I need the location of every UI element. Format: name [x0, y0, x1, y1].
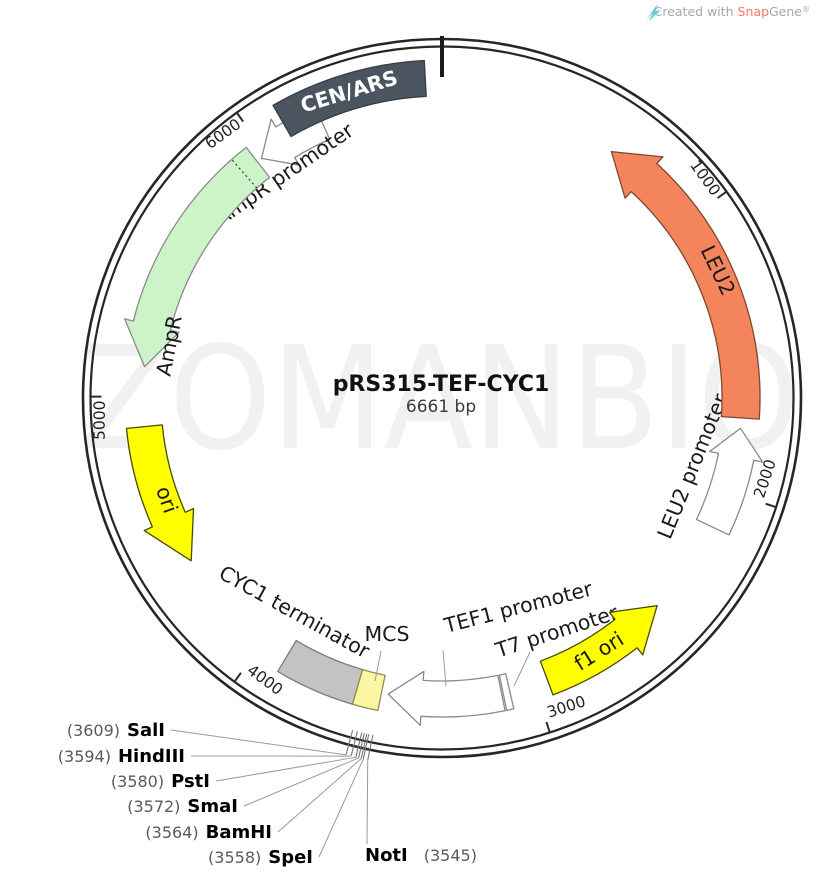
cut-site-tick-NotI — [367, 734, 374, 761]
leader-line-PstI — [215, 756, 356, 782]
tick-4000 — [233, 672, 242, 683]
feature-leu2 — [610, 150, 761, 420]
enzyme-label-BamHI: (3564) BamHI — [145, 822, 272, 843]
cut-site-tick-SalI — [345, 730, 354, 755]
feature-f1-ori — [539, 605, 658, 696]
feature-t7-promoter — [498, 673, 515, 712]
enzyme-label-SalI: (3609) SalI — [67, 720, 165, 741]
tick-2000 — [765, 502, 777, 509]
leader-line-BamHI — [277, 758, 362, 833]
tick-1000 — [717, 190, 728, 199]
feature-leu2-promoter — [695, 427, 764, 536]
enzyme-label-NotI: NotI (3545) — [365, 845, 477, 866]
tick-6000 — [235, 112, 244, 123]
feature-tef1-promoter — [387, 670, 506, 726]
feature-label-mcs: MCS — [364, 622, 409, 646]
cut-site-tick-SmaI — [358, 732, 365, 759]
credit-text: Created with SnapGene® — [654, 4, 810, 19]
feature-cyc1-terminator — [277, 639, 364, 705]
leader-line-NotI — [366, 759, 369, 845]
tick-3000 — [545, 721, 551, 733]
feature-mcs — [351, 668, 386, 712]
feature-ori — [125, 424, 195, 562]
cut-site-tick-HindIII — [350, 731, 358, 757]
enzyme-label-HindIII: (3594) HindIII — [58, 746, 185, 767]
cut-site-tick-PstI — [355, 732, 363, 758]
credit-line: Created with SnapGene® — [646, 3, 810, 21]
watermark-text: ZOMANBIO — [80, 315, 800, 482]
feature-divider-ampr — [231, 159, 258, 189]
plasmid-size: 6661 bp — [406, 397, 476, 417]
tick-label-5000: 5000 — [91, 400, 109, 440]
enzyme-label-PstI: (3580) PstI — [111, 771, 210, 792]
leader-line-SalI — [170, 729, 347, 756]
tick-label-3000: 3000 — [545, 692, 588, 721]
leader-line-t7-promoter — [513, 651, 531, 687]
snapgene-logo-icon — [646, 3, 661, 21]
enzyme-label-SmaI: (3572) SmaI — [127, 796, 238, 817]
cut-site-tick-BamHI — [360, 733, 368, 759]
tick-label-6000: 6000 — [202, 115, 245, 153]
leader-line-SpeI — [318, 758, 364, 858]
feature-cen-ars — [272, 59, 427, 138]
plasmid-name: pRS315-TEF-CYC1 — [333, 372, 550, 397]
leader-line-mcs — [374, 650, 382, 682]
feature-ampr — [124, 146, 271, 368]
tick-label-1000: 1000 — [686, 157, 724, 200]
leader-line-tef1-promoter — [442, 649, 447, 687]
leader-line-SmaI — [243, 757, 359, 807]
enzyme-label-SpeI: (3558) SpeI — [208, 847, 313, 868]
cut-site-tick-SpeI — [362, 733, 370, 760]
